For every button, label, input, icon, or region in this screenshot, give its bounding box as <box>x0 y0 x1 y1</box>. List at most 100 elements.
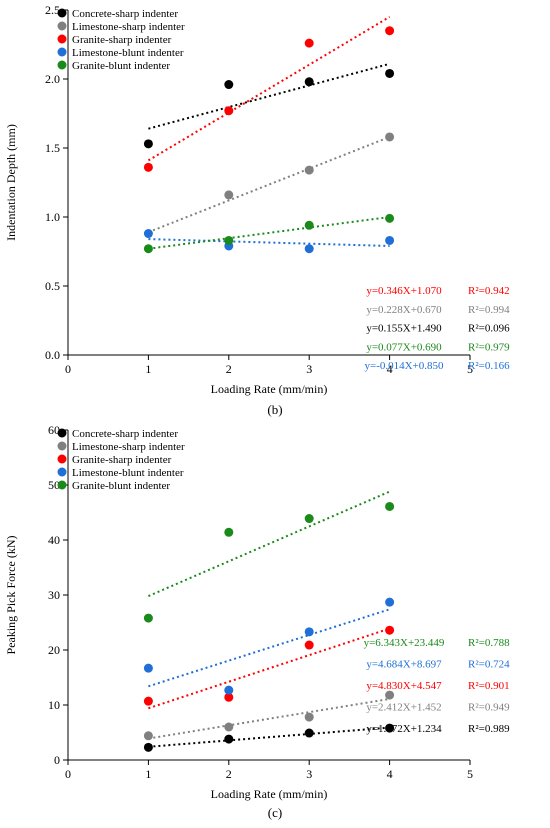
data-point <box>385 132 395 142</box>
x-axis-label: Loading Rate (mm/min) <box>211 382 328 396</box>
legend-marker <box>57 21 67 31</box>
regression-equation: y=0.155X+1.490 <box>366 323 442 335</box>
legend-marker <box>57 441 67 451</box>
regression-equation: y=0.346X+1.070 <box>366 285 442 297</box>
data-point <box>143 663 153 673</box>
data-point <box>143 162 153 172</box>
data-point <box>304 627 314 637</box>
trend-line <box>148 238 390 247</box>
data-point <box>143 229 153 239</box>
r-squared-label: R²=0.788 <box>468 637 510 649</box>
y-tick-label: 50 <box>48 478 60 492</box>
x-tick-label: 3 <box>306 767 312 781</box>
data-point <box>224 685 234 695</box>
legend-marker <box>57 47 67 57</box>
data-point <box>385 68 395 78</box>
x-tick-label: 2 <box>226 767 232 781</box>
y-tick-label: 0.5 <box>45 279 60 293</box>
data-point <box>224 734 234 744</box>
y-tick-label: 2.0 <box>45 72 60 86</box>
legend-label: Concrete-sharp indenter <box>72 8 178 20</box>
x-tick-label: 2 <box>226 362 232 376</box>
regression-equation: y=4.830X+4.547 <box>366 680 442 692</box>
legend-label: Limestone-sharp indenter <box>72 21 185 33</box>
y-axis-label: Indentation Depth (mm) <box>4 124 18 241</box>
x-tick-label: 4 <box>387 767 393 781</box>
legend-marker <box>57 467 67 477</box>
x-tick-label: 3 <box>306 362 312 376</box>
data-point <box>385 213 395 223</box>
data-point <box>304 220 314 230</box>
regression-equation: y=-0.014X+0.850 <box>364 360 444 372</box>
trend-line <box>148 62 390 130</box>
y-tick-label: 10 <box>48 698 60 712</box>
r-squared-label: R²=0.994 <box>468 304 510 316</box>
data-point <box>304 165 314 175</box>
y-tick-label: 2.5 <box>45 3 60 17</box>
y-tick-label: 0 <box>54 753 60 767</box>
x-tick-label: 1 <box>145 767 151 781</box>
data-point <box>224 692 234 702</box>
x-tick-label: 0 <box>65 362 71 376</box>
data-point <box>385 625 395 635</box>
legend-label: Concrete-sharp indenter <box>72 428 178 440</box>
trend-line <box>148 136 390 234</box>
y-tick-label: 60 <box>48 423 60 437</box>
r-squared-label: R²=0.096 <box>468 323 510 335</box>
trend-line <box>147 16 391 162</box>
trend-line <box>148 608 390 688</box>
data-point <box>304 514 314 524</box>
regression-equation: y=1.172X+1.234 <box>366 723 442 735</box>
legend-marker <box>57 60 67 70</box>
data-point <box>143 696 153 706</box>
trend-line <box>148 627 390 710</box>
y-tick-label: 40 <box>48 533 60 547</box>
data-point <box>224 80 234 90</box>
legend-label: Limestone-blunt indenter <box>72 467 184 479</box>
x-axis-label: Loading Rate (mm/min) <box>211 787 328 801</box>
legend-marker <box>57 428 67 438</box>
y-tick-label: 20 <box>48 643 60 657</box>
x-tick-label: 1 <box>145 362 151 376</box>
data-point <box>143 613 153 623</box>
data-point <box>304 712 314 722</box>
trend-line <box>148 490 390 598</box>
data-point <box>224 106 234 116</box>
legend-label: Limestone-sharp indenter <box>72 441 185 453</box>
legend-marker <box>57 34 67 44</box>
legend-label: Granite-blunt indenter <box>72 60 170 72</box>
r-squared-label: R²=0.901 <box>468 680 510 692</box>
data-point <box>224 190 234 200</box>
data-point <box>224 527 234 537</box>
data-point <box>143 731 153 741</box>
data-point <box>304 77 314 87</box>
regression-equation: y=0.077X+0.690 <box>366 341 442 353</box>
y-axis-label: Peaking Pick Force (kN) <box>4 536 18 655</box>
legend-label: Limestone-blunt indenter <box>72 47 184 59</box>
x-tick-label: 0 <box>65 767 71 781</box>
data-point <box>143 139 153 149</box>
legend-marker <box>57 480 67 490</box>
data-point <box>385 690 395 700</box>
data-point <box>385 597 395 607</box>
data-point <box>385 26 395 36</box>
r-squared-label: R²=0.724 <box>468 659 510 671</box>
legend-marker <box>57 8 67 18</box>
chart-indentation-depth: 0 1 2 3 4 5 0.0 0.5 1.0 1.5 2.0 2.5 Loading Rate (mm… <box>4 3 510 396</box>
x-tick-label: 4 <box>387 362 393 376</box>
x-tick-label: 5 <box>467 362 473 376</box>
y-tick-label: 0.0 <box>45 348 60 362</box>
data-point <box>385 235 395 245</box>
r-squared-label: R²=0.979 <box>468 341 510 353</box>
legend-label: Granite-blunt indenter <box>72 480 170 492</box>
data-point <box>304 244 314 254</box>
y-tick-label: 30 <box>48 588 60 602</box>
r-squared-label: R²=0.989 <box>468 723 510 735</box>
regression-equation: y=0.228X+0.670 <box>366 304 442 316</box>
trend-line <box>148 216 390 250</box>
regression-equation: y=4.684X+8.697 <box>366 659 442 671</box>
data-point <box>304 728 314 738</box>
r-squared-label: R²=0.166 <box>468 360 510 372</box>
